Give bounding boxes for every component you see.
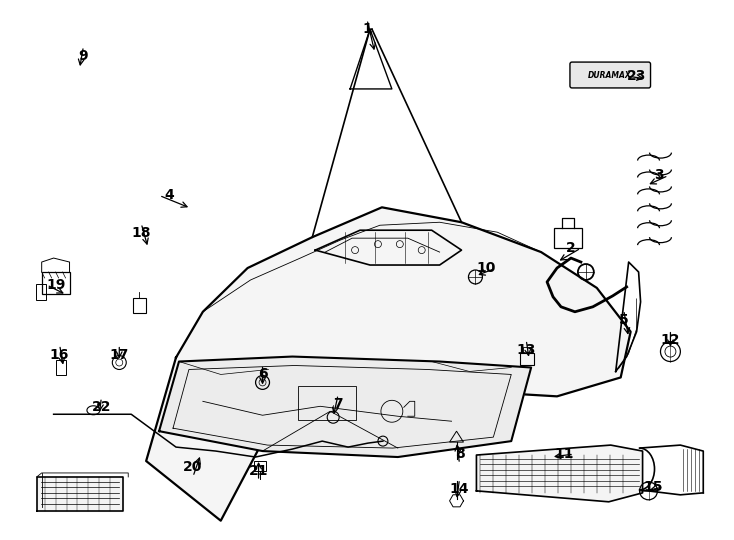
Text: 14: 14 — [450, 482, 469, 496]
Text: 22: 22 — [92, 400, 111, 414]
Text: 15: 15 — [644, 480, 664, 494]
Text: 13: 13 — [517, 342, 536, 356]
Bar — [56, 360, 65, 375]
Text: 10: 10 — [476, 261, 496, 275]
Bar — [133, 298, 146, 313]
Text: 9: 9 — [79, 49, 88, 63]
Text: 11: 11 — [554, 447, 574, 461]
Polygon shape — [146, 207, 631, 521]
Text: 1: 1 — [362, 22, 372, 36]
Text: 23: 23 — [627, 69, 647, 83]
Text: 6: 6 — [258, 367, 267, 381]
Text: 2: 2 — [566, 241, 575, 255]
Text: 7: 7 — [333, 397, 343, 411]
Bar — [42, 272, 70, 294]
Text: 17: 17 — [109, 348, 129, 362]
Polygon shape — [476, 445, 642, 502]
Bar — [298, 387, 356, 420]
Text: 19: 19 — [47, 278, 66, 292]
Bar — [554, 228, 582, 248]
Bar — [253, 461, 266, 471]
Text: 5: 5 — [619, 313, 628, 327]
Text: 20: 20 — [184, 460, 203, 474]
Text: 8: 8 — [454, 447, 465, 461]
Text: 21: 21 — [249, 464, 269, 478]
Polygon shape — [37, 477, 123, 511]
FancyBboxPatch shape — [570, 62, 650, 88]
Text: 18: 18 — [131, 226, 151, 240]
Bar — [36, 284, 46, 300]
Text: 12: 12 — [661, 333, 680, 347]
Polygon shape — [159, 356, 531, 457]
Text: 4: 4 — [164, 188, 174, 202]
Bar — [520, 353, 534, 364]
Text: DURAMAX: DURAMAX — [588, 71, 632, 79]
Text: 16: 16 — [50, 348, 69, 362]
Text: 3: 3 — [654, 168, 664, 183]
